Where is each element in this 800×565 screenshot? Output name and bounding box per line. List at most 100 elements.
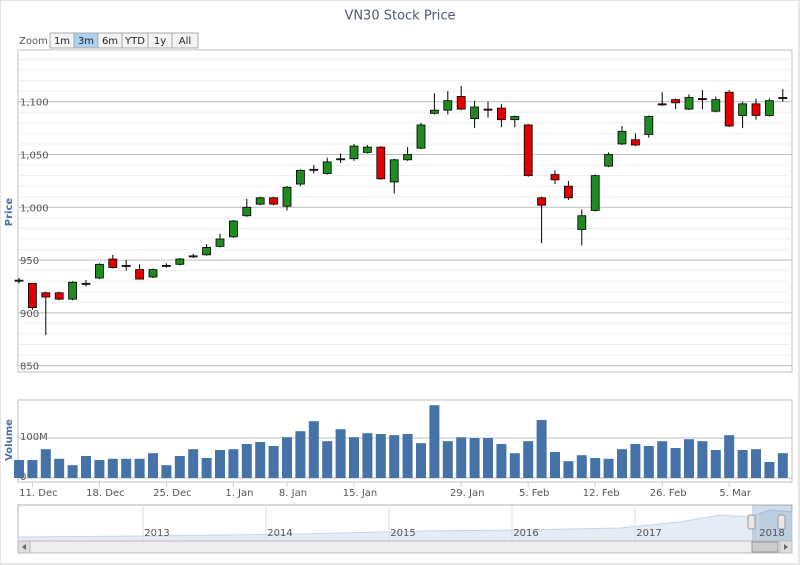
navigator-label: 2013	[144, 528, 169, 539]
x-tick-label: 5. Feb	[519, 488, 549, 499]
volume-bar	[228, 449, 239, 478]
candle-body	[684, 97, 694, 110]
volume-bar	[148, 453, 158, 478]
navigator-labels: 2013 2014 2015 2016 2017 2018	[142, 505, 785, 541]
volume-bar	[201, 458, 212, 478]
volume-bar	[416, 443, 426, 478]
candle-body	[577, 215, 587, 230]
volume-bar	[335, 429, 346, 478]
volume-bar	[469, 438, 480, 478]
volume-bar	[737, 450, 748, 478]
x-tick-label: 29. Jan	[450, 488, 485, 499]
volume-pane	[17, 399, 793, 483]
candle-body	[175, 258, 185, 265]
candle-body	[121, 264, 131, 267]
zoom-button[interactable]	[171, 32, 199, 49]
volume-bar	[27, 460, 38, 478]
volume-bar	[174, 456, 185, 478]
candle-body	[456, 96, 466, 110]
candle-body	[108, 258, 118, 268]
volume-bar	[724, 435, 735, 478]
zoom-buttons: 1m 3m 6m YTD 1y All	[49, 32, 199, 49]
volume-bar	[40, 449, 51, 478]
scroll-thumb[interactable]	[751, 541, 779, 553]
price-pane	[17, 49, 793, 373]
volume-bar	[483, 438, 493, 478]
candle-body	[27, 282, 37, 308]
zoom-button-label[interactable]: 1y	[154, 36, 166, 47]
y-tick-label: 1,100	[20, 98, 49, 109]
candle-body	[322, 161, 332, 174]
y-tick-label: 950	[20, 256, 39, 267]
zoom-button-label[interactable]: 1m	[54, 36, 70, 47]
candle-body	[550, 174, 560, 181]
candle-body	[778, 97, 788, 99]
candle-body	[81, 282, 91, 285]
navigator-handle[interactable]	[747, 514, 756, 530]
volume-bar	[442, 441, 453, 478]
y-tick-label: 900	[20, 309, 39, 320]
zoom-button-label[interactable]: All	[179, 36, 191, 47]
volume-axis-title: Volume	[4, 419, 15, 461]
candle-body	[644, 116, 654, 135]
volume-bar	[429, 405, 440, 478]
zoom-button-label[interactable]: YTD	[124, 36, 145, 47]
volume-bar	[402, 434, 413, 478]
candle-body	[68, 281, 77, 300]
volume-bar	[563, 461, 574, 478]
volume-bar	[282, 437, 292, 478]
volume-bar	[389, 435, 400, 478]
volume-tick-label: 100M	[20, 432, 48, 443]
volume-bar	[657, 441, 668, 478]
x-tick-label: 5. Mar	[719, 488, 751, 499]
volume-bar	[322, 441, 333, 478]
candle-body	[604, 154, 613, 167]
candle-body	[698, 98, 707, 101]
candle-body	[470, 106, 480, 120]
candle-body	[135, 269, 145, 280]
candle-body	[349, 145, 359, 160]
x-tick-label: 15. Jan	[343, 488, 378, 499]
candle-body	[443, 100, 453, 111]
candle-body	[161, 264, 171, 267]
navigator-label: 2016	[513, 528, 538, 539]
volume-bar	[603, 458, 614, 478]
candle-body	[362, 146, 372, 153]
candle-body	[765, 100, 774, 116]
candle-body	[631, 139, 640, 146]
volume-bar	[777, 453, 788, 478]
volume-bar	[536, 420, 547, 478]
volume-bar	[697, 441, 708, 478]
volume-bar	[54, 458, 65, 478]
navigator-label: 2017	[636, 528, 661, 539]
marks	[14, 85, 788, 478]
x-tick-label: 12. Feb	[583, 488, 620, 499]
volume-bar	[94, 460, 105, 478]
volume-bar	[121, 458, 132, 478]
x-tick-label: 18. Dec	[86, 488, 124, 499]
zoom-button-label[interactable]: 3m	[78, 36, 94, 47]
volume-bar	[509, 453, 520, 478]
arrow	[22, 544, 26, 550]
candle-body	[228, 220, 238, 238]
chart-title: VN30 Stock Price	[344, 9, 455, 24]
scrollbar[interactable]	[17, 540, 793, 554]
volume-bar	[161, 465, 172, 478]
candle-body	[309, 168, 319, 171]
candle-body	[711, 99, 721, 112]
navigator-handle[interactable]	[777, 514, 786, 530]
navigator-series	[17, 509, 793, 542]
volume-bar	[496, 444, 507, 478]
zoom-button-label[interactable]: 6m	[102, 36, 118, 47]
volume-bar	[67, 465, 78, 478]
candle-body	[537, 197, 546, 206]
volume-bar	[362, 433, 373, 478]
candle-body	[738, 103, 747, 116]
volume-bar	[268, 446, 279, 478]
candle-body	[403, 154, 413, 161]
y-tick-label: 1,000	[20, 203, 49, 214]
zoom-label: Zoom	[19, 36, 48, 47]
y-axis-title: Price	[4, 198, 15, 227]
